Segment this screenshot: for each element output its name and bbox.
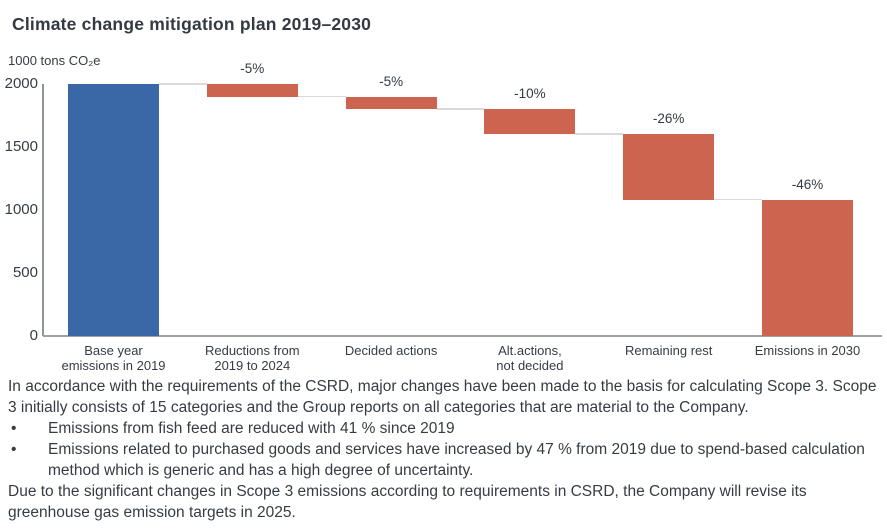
y-axis-tick-label: 2000 — [4, 75, 38, 92]
waterfall-bar — [484, 109, 576, 135]
bar-percent-label: -10% — [514, 86, 546, 102]
y-axis-tick-label: 1000 — [4, 201, 38, 218]
bullet-icon: • — [11, 441, 17, 458]
y-axis-tick-label: 500 — [12, 264, 38, 281]
connector-line — [159, 83, 207, 85]
notes-paragraph-2: Due to the significant changes in Scope … — [8, 483, 807, 521]
notes-bullet-2: • Emissions related to purchased goods a… — [8, 439, 882, 481]
waterfall-bar — [623, 134, 715, 200]
notes-bullet-2-text: Emissions related to purchased goods and… — [48, 441, 865, 479]
y-axis-unit-label: 1000 tons CO₂e — [8, 53, 101, 68]
waterfall-chart: 0 500 1000 1500 2000 Base year emissions in 2… — [4, 61, 882, 373]
bar-percent-label: -46% — [791, 176, 824, 192]
bar-percent-label: -26% — [652, 111, 685, 127]
bar-percent-label: -5% — [379, 73, 404, 89]
waterfall-bar — [68, 84, 159, 336]
connector-line — [297, 95, 346, 98]
y-axis-tick-label: 1500 — [4, 138, 38, 155]
notes-bullet-1: • Emissions from fish feed are reduced w… — [8, 418, 882, 439]
chart-title: Climate change mitigation plan 2019–2030 — [12, 14, 372, 34]
notes-bullet-1-text: Emissions from fish feed are reduced wit… — [48, 420, 455, 437]
connector-line — [436, 108, 485, 110]
category-label: Remaining rest — [624, 343, 713, 358]
notes-block: In accordance with the requirements of t… — [8, 376, 882, 523]
category-label: Emissions in 2030 — [754, 343, 861, 358]
waterfall-bar — [206, 84, 298, 97]
waterfall-bar — [762, 199, 853, 336]
connector-line — [575, 133, 624, 135]
waterfall-bar — [345, 96, 437, 110]
connector-line — [714, 198, 762, 201]
category-label: Base year emissions in 2019 — [61, 343, 166, 373]
category-label: Reductions from 2019 to 2024 — [204, 343, 300, 373]
category-label: Decided actions — [344, 343, 438, 358]
y-axis-line — [42, 84, 44, 336]
y-axis-tick-label: 0 — [29, 327, 38, 344]
category-label: Alt.actions, not decided — [496, 343, 564, 373]
bullet-icon: • — [11, 420, 17, 437]
bar-percent-label: -5% — [240, 61, 265, 76]
x-axis-line — [43, 335, 882, 337]
notes-paragraph-1: In accordance with the requirements of t… — [8, 378, 877, 416]
